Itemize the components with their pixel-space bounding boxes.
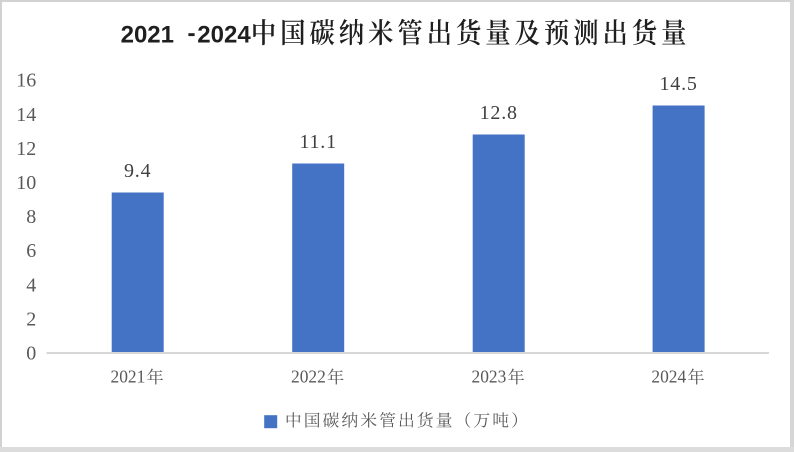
svg-text:8: 8 (26, 206, 36, 228)
svg-text:11.1: 11.1 (299, 131, 336, 153)
svg-text:12.8: 12.8 (480, 102, 518, 124)
svg-text:14.5: 14.5 (659, 73, 697, 95)
svg-text:2022: 2022 (291, 367, 326, 387)
svg-text:6: 6 (26, 240, 36, 262)
svg-text:2021: 2021 (111, 367, 146, 387)
svg-text:2024: 2024 (651, 367, 686, 387)
svg-text:9.4: 9.4 (124, 160, 151, 182)
svg-text:10: 10 (16, 172, 36, 194)
svg-text:4: 4 (26, 274, 36, 296)
svg-text:2023: 2023 (472, 367, 507, 387)
svg-text:12: 12 (16, 138, 36, 160)
svg-text:2021: 2021 (121, 21, 174, 48)
svg-text:2: 2 (26, 309, 36, 331)
svg-text:14: 14 (16, 104, 36, 126)
svg-text:2024: 2024 (197, 21, 251, 48)
svg-text:0: 0 (26, 343, 36, 365)
svg-text:16: 16 (16, 70, 36, 92)
